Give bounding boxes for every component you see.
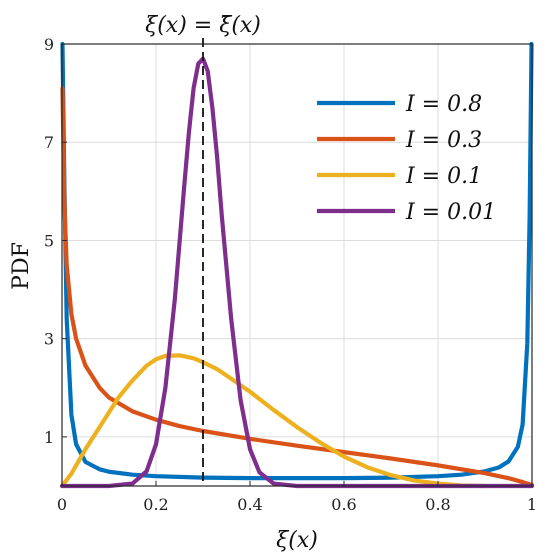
legend-label-0: I = 0.8 <box>405 92 482 117</box>
x-tick-label-3: 0.6 <box>331 495 356 514</box>
x-axis-label: ξ(x) <box>276 528 318 553</box>
legend: I = 0.8 I = 0.3 I = 0.1 I = 0.01 <box>317 92 496 225</box>
y-tick-labels: 1 3 5 7 9 <box>44 35 54 447</box>
y-tick-label-3: 7 <box>44 133 54 152</box>
axes-box <box>61 43 533 487</box>
x-tick-label-2: 0.4 <box>237 495 262 514</box>
x-tick-labels: 0 0.2 0.4 0.6 0.8 1 <box>57 495 537 514</box>
legend-label-2: I = 0.1 <box>405 164 482 189</box>
series-line-2 <box>59 353 488 489</box>
series-line-0 <box>60 41 534 481</box>
x-tick-label-4: 0.8 <box>425 495 450 514</box>
axes-frame <box>61 43 533 487</box>
series-line-1 <box>60 86 535 488</box>
y-tick-label-2: 5 <box>44 231 54 250</box>
x-tick-label-5: 1 <box>527 495 537 514</box>
series-line-3 <box>59 56 535 489</box>
x-tick-label-0: 0 <box>57 495 67 514</box>
legend-label-3: I = 0.01 <box>405 200 496 225</box>
y-tick-label-1: 3 <box>44 330 54 349</box>
y-axis-label: PDF <box>9 242 34 290</box>
legend-label-1: I = 0.3 <box>405 128 482 153</box>
x-tick-label-1: 0.2 <box>143 495 168 514</box>
y-tick-label-4: 9 <box>44 35 54 54</box>
chart-title: ξ(x) = ξ̄(x) <box>145 13 261 38</box>
series-layer <box>59 41 535 489</box>
y-tick-label-0: 1 <box>44 428 54 447</box>
